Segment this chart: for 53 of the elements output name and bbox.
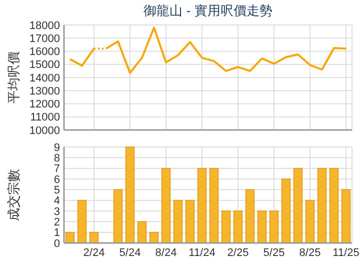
x-tick-label: 8/24 [155,247,177,259]
y-tick-label: 8 [54,152,60,165]
bar [185,200,195,244]
bar [293,168,303,244]
bar [209,168,219,244]
y-tick-label: 15000 [29,59,60,72]
y-axis-title: 平均呎價 [6,52,21,104]
y-tick-label: 12000 [29,98,60,111]
bar [89,232,99,244]
y-tick-label: 13000 [29,85,60,98]
bar [113,189,123,244]
x-tick-label: 5/25 [263,247,285,259]
chart-title: 御龍山 - 實用呎價走勢 [144,3,272,18]
bar [149,232,159,244]
bar [317,168,327,244]
y-tick-label: 9 [54,142,60,154]
y-tick-label: 1 [54,227,60,240]
x-tick-label: 5/24 [119,247,141,259]
y-tick-label: 17000 [29,32,60,45]
bar [245,189,255,244]
y-tick-label: 6 [54,174,60,186]
y-tick-label: 11000 [30,112,60,124]
bar [125,146,135,244]
bar [269,210,279,244]
x-tick-label: 2/24 [83,247,105,259]
y-tick-label: 4 [54,195,60,208]
bar [341,189,351,244]
bar [77,200,87,244]
y-tick-label: 2 [54,216,60,229]
y-tick-label: 0 [54,238,60,250]
bar [281,178,291,244]
bar [257,210,267,244]
y-tick-label: 16000 [29,46,60,58]
bar [197,168,207,244]
bar [137,221,147,244]
y-tick-label: 14000 [29,72,60,84]
y-tick-label: 18000 [29,20,60,32]
bar [329,168,339,244]
y-tick-label: 7 [54,163,60,176]
bar [305,200,315,244]
y-axis-title: 成交宗數 [6,169,21,221]
y-tick-label: 10000 [29,124,60,137]
y-tick-label: 3 [54,206,60,218]
bar [233,210,243,244]
bar [161,168,171,244]
bar [65,232,75,244]
x-tick-label: 11/25 [332,247,360,259]
x-tick-label: 2/25 [227,247,249,259]
bar [173,200,183,244]
bar [221,210,231,244]
x-tick-label: 11/24 [188,247,216,259]
x-tick-label: 8/25 [299,247,321,259]
y-tick-label: 5 [54,184,60,197]
